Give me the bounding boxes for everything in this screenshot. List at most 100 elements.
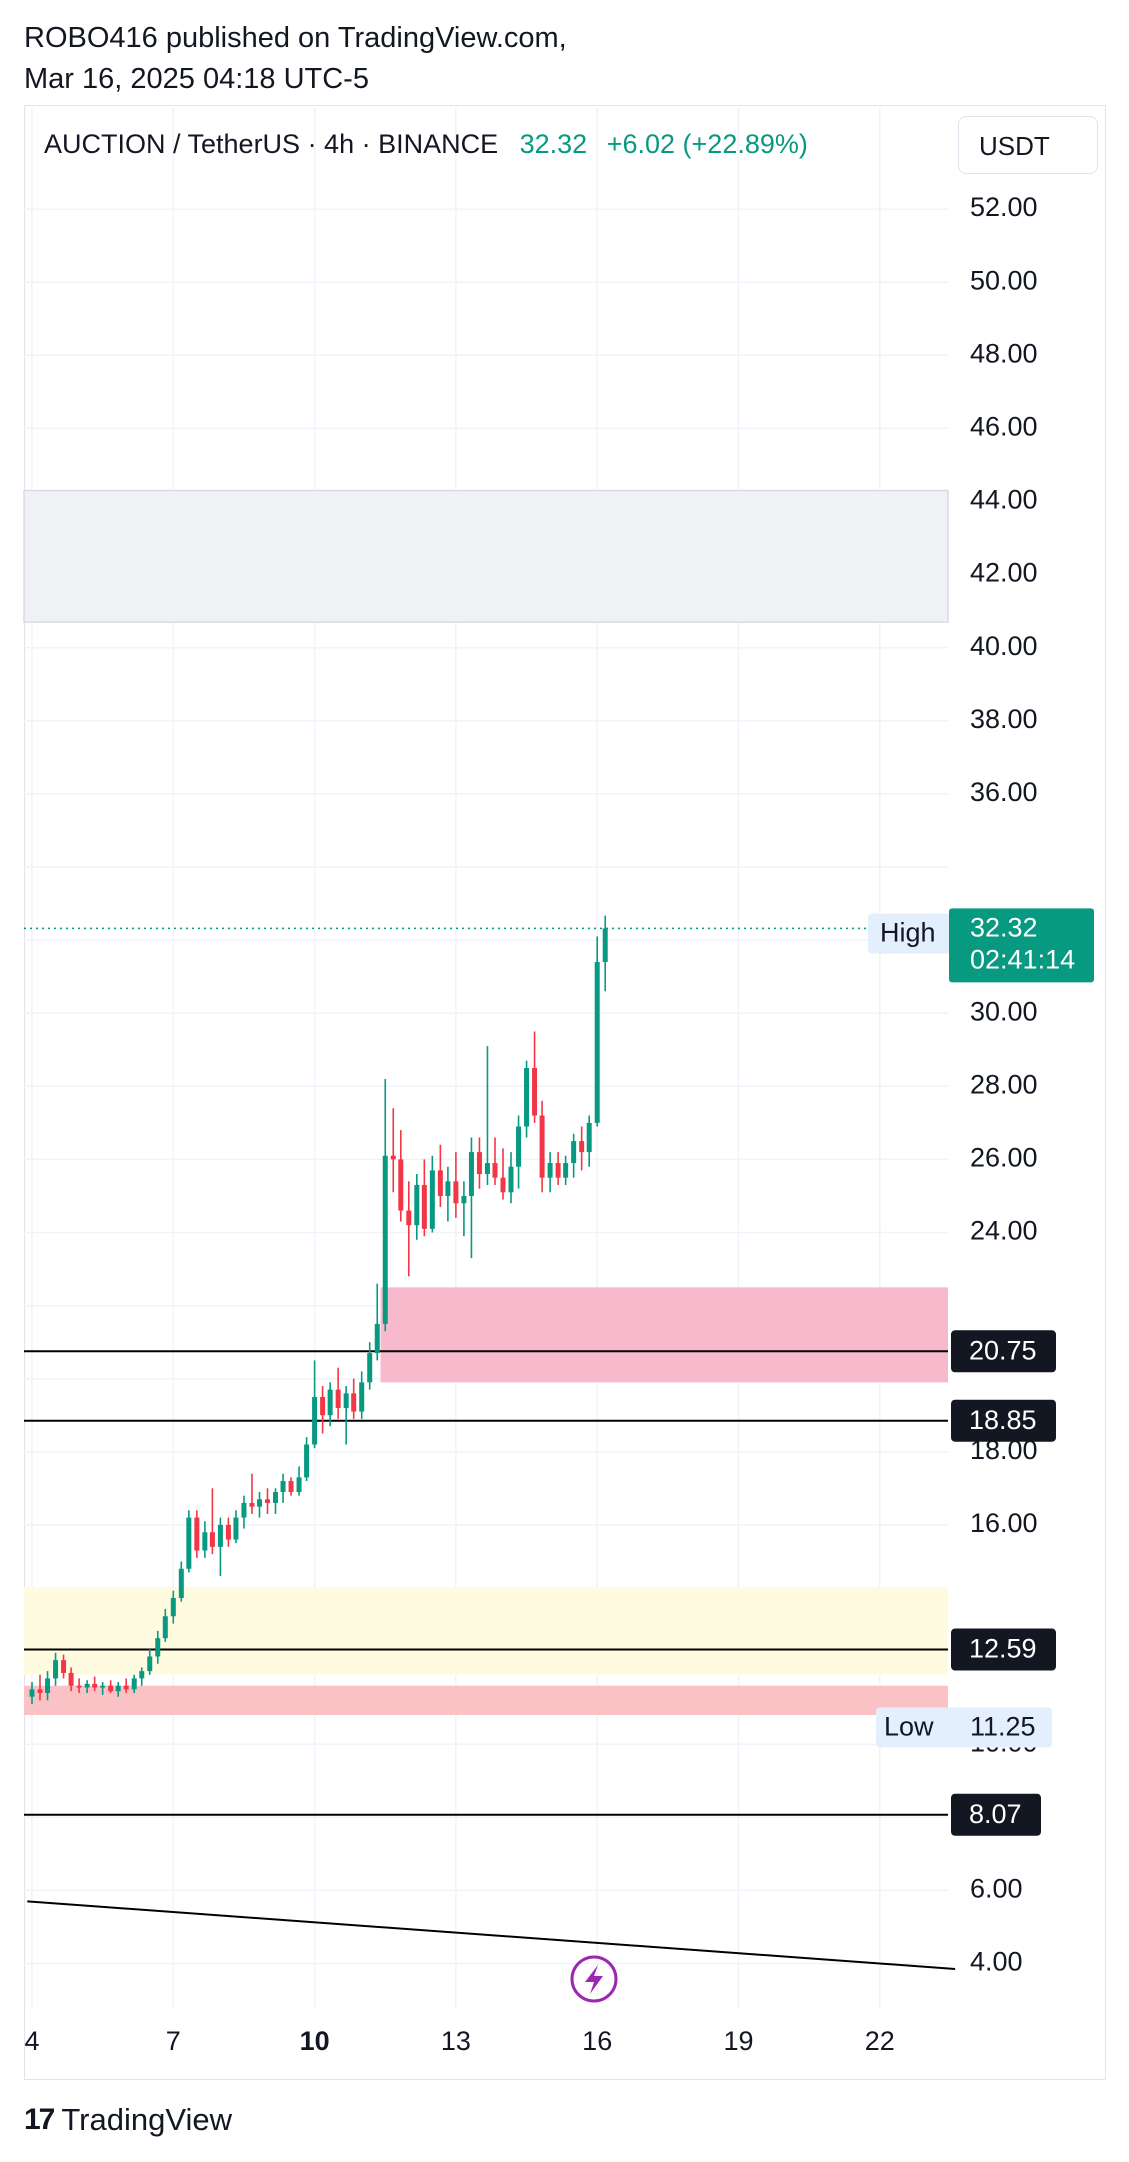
candle-body[interactable]: [288, 1481, 294, 1493]
publish-info: ROBO416 published on TradingView.com, Ma…: [24, 18, 567, 100]
candle-body[interactable]: [37, 1689, 43, 1694]
candle-body[interactable]: [539, 1115, 545, 1178]
candle-body[interactable]: [296, 1477, 302, 1493]
candle-body[interactable]: [53, 1660, 59, 1679]
candle-body[interactable]: [186, 1517, 192, 1569]
trendline[interactable]: [27, 1900, 956, 1970]
candle-body[interactable]: [178, 1568, 184, 1598]
last-price-text: 32.32: [519, 129, 588, 159]
low-tag: [876, 1707, 1052, 1748]
candle-body[interactable]: [233, 1517, 239, 1540]
y-tick-label: 38.00: [970, 704, 1038, 734]
candle-body[interactable]: [280, 1481, 286, 1493]
yellow-zone: [24, 1587, 948, 1675]
candle-body[interactable]: [139, 1671, 145, 1679]
candle-body[interactable]: [406, 1210, 412, 1226]
candle-body[interactable]: [500, 1177, 506, 1193]
candle-body[interactable]: [398, 1159, 404, 1211]
candle-body[interactable]: [563, 1163, 569, 1178]
candle-body[interactable]: [516, 1126, 522, 1167]
candle-body[interactable]: [586, 1122, 592, 1153]
candle-body[interactable]: [414, 1184, 420, 1226]
candle-body[interactable]: [115, 1685, 121, 1692]
high-label: High: [880, 918, 936, 948]
candle-body[interactable]: [461, 1195, 467, 1204]
y-tick-label: 46.00: [970, 412, 1038, 442]
candle-body[interactable]: [304, 1444, 310, 1478]
candle-body[interactable]: [76, 1685, 82, 1688]
candle-body[interactable]: [547, 1163, 553, 1178]
symbol-legend[interactable]: AUCTION / TetherUS · 4h · BINANCE 32.32 …: [44, 124, 808, 164]
candle-body[interactable]: [327, 1389, 333, 1416]
last-price-tag: [949, 908, 1094, 983]
candle-body[interactable]: [468, 1152, 474, 1196]
candle-body[interactable]: [429, 1170, 435, 1229]
tradingview-footer[interactable]: 17 TradingView: [24, 2100, 232, 2140]
candle-body[interactable]: [155, 1638, 161, 1657]
candle-body[interactable]: [92, 1683, 98, 1688]
candle-body[interactable]: [312, 1396, 318, 1445]
candle-body[interactable]: [476, 1152, 482, 1175]
candle-body[interactable]: [594, 962, 600, 1123]
candle-body[interactable]: [390, 1155, 396, 1160]
candle-body[interactable]: [351, 1393, 357, 1412]
candle-body[interactable]: [241, 1502, 247, 1518]
candle-body[interactable]: [68, 1672, 74, 1686]
x-tick-label: 16: [582, 2026, 612, 2056]
candle-body[interactable]: [45, 1678, 51, 1694]
red-zone: [24, 1685, 948, 1715]
lightning-icon[interactable]: [570, 1955, 618, 2003]
candle-body[interactable]: [108, 1685, 114, 1692]
candle-body[interactable]: [84, 1683, 90, 1688]
x-tick-label: 10: [300, 2026, 330, 2056]
candle-body[interactable]: [492, 1163, 498, 1178]
candle-body[interactable]: [571, 1141, 577, 1164]
gray-zone: [23, 489, 949, 623]
candle-body[interactable]: [209, 1532, 215, 1547]
currency-button[interactable]: USDT: [958, 116, 1098, 174]
candle-body[interactable]: [194, 1517, 200, 1551]
candle-body[interactable]: [343, 1393, 349, 1408]
y-tick-label: 28.00: [970, 1069, 1038, 1099]
candle-body[interactable]: [123, 1685, 129, 1690]
candle-body[interactable]: [225, 1524, 231, 1540]
candle-body[interactable]: [335, 1389, 341, 1408]
candle-body[interactable]: [367, 1353, 373, 1383]
candle-body[interactable]: [382, 1155, 388, 1324]
candle-body[interactable]: [532, 1068, 538, 1116]
candle-body[interactable]: [265, 1499, 270, 1503]
candle-body[interactable]: [421, 1184, 427, 1229]
candle-body[interactable]: [29, 1689, 35, 1697]
candle-body[interactable]: [579, 1141, 585, 1153]
publisher-line: ROBO416 published on TradingView.com,: [24, 22, 567, 54]
brand-name: TradingView: [61, 2102, 232, 2137]
candle-body[interactable]: [437, 1170, 443, 1196]
candle-body[interactable]: [202, 1532, 208, 1551]
last-price-label: 32.32: [970, 913, 1038, 943]
candle-body[interactable]: [445, 1181, 451, 1196]
candle-body[interactable]: [508, 1166, 514, 1193]
candle-body[interactable]: [602, 928, 608, 963]
y-tick-label: 44.00: [970, 485, 1038, 515]
candle-body[interactable]: [147, 1656, 153, 1672]
candle-body[interactable]: [555, 1163, 561, 1178]
candle-body[interactable]: [374, 1323, 380, 1354]
candle-body[interactable]: [131, 1678, 137, 1690]
candle-body[interactable]: [217, 1524, 223, 1547]
candle-body[interactable]: [162, 1616, 168, 1639]
candle-body[interactable]: [100, 1685, 106, 1688]
candle-body[interactable]: [484, 1163, 490, 1175]
candle-body[interactable]: [359, 1382, 365, 1412]
candle-body[interactable]: [249, 1502, 255, 1507]
candle-body[interactable]: [453, 1181, 459, 1204]
candle-body[interactable]: [320, 1396, 326, 1416]
level-price-label: 20.75: [969, 1335, 1037, 1365]
y-tick-label: 36.00: [970, 777, 1038, 807]
candle-body[interactable]: [524, 1068, 530, 1127]
candle-body[interactable]: [170, 1598, 176, 1617]
candle-body[interactable]: [273, 1492, 279, 1503]
candle-body[interactable]: [256, 1499, 262, 1507]
publish-date: Mar 16, 2025 04:18 UTC-5: [24, 63, 369, 95]
candle-body[interactable]: [61, 1660, 67, 1673]
